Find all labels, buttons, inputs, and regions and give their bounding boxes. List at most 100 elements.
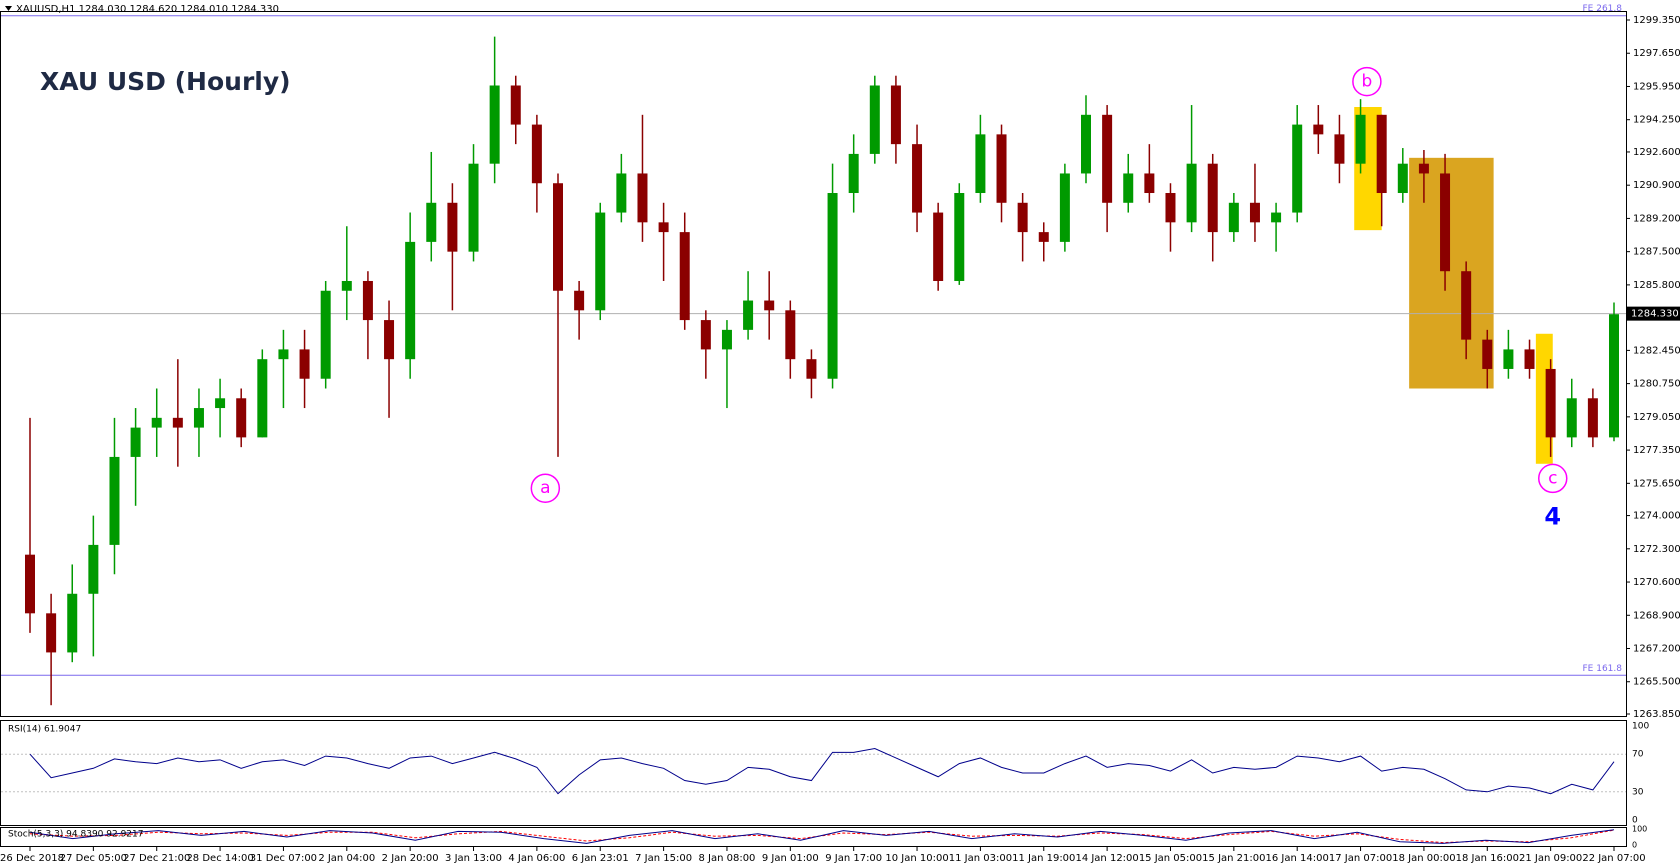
rsi-tick-label: 100	[1632, 722, 1649, 732]
candle-body	[1038, 232, 1049, 242]
x-tick-label: 18 Jan 16:00	[1456, 853, 1519, 864]
x-tick-label: 14 Jan 12:00	[1075, 853, 1138, 864]
x-tick-label: 15 Jan 21:00	[1202, 853, 1265, 864]
x-tick-label: 10 Jan 10:00	[885, 853, 948, 864]
candle-body	[426, 202, 437, 242]
stoch-main	[29, 829, 1615, 844]
y-tick-label: 1280.750	[1633, 379, 1680, 390]
candle-body	[1123, 173, 1134, 203]
candle-body	[933, 212, 944, 281]
candle-body	[257, 359, 268, 438]
candle-body	[1334, 134, 1345, 164]
y-tick-label: 1279.050	[1633, 412, 1680, 423]
candle-body	[721, 329, 732, 350]
x-tick-label: 27 Dec 05:00	[60, 853, 127, 864]
y-tick-label: 1294.250	[1633, 115, 1680, 126]
y-tick-label: 1267.200	[1633, 644, 1680, 655]
candle-body	[1102, 114, 1113, 203]
x-tick-label: 22 Jan 07:00	[1582, 853, 1645, 864]
candle-body	[595, 212, 606, 311]
y-tick-label: 1287.500	[1633, 247, 1680, 258]
candle-body	[405, 241, 416, 360]
candle-body	[1418, 163, 1429, 174]
candle-body	[299, 349, 310, 379]
rsi-line	[29, 748, 1615, 795]
candle-body	[489, 85, 500, 164]
annotation-circle	[1352, 66, 1382, 97]
candle-body	[1545, 368, 1556, 438]
candle-body	[1228, 202, 1239, 233]
candle-body	[46, 613, 57, 653]
main-panel	[0, 11, 1627, 717]
candle-body	[109, 456, 120, 545]
y-tick-label: 1292.600	[1633, 147, 1680, 158]
y-tick-label: 1282.450	[1633, 345, 1680, 356]
candle-body	[341, 280, 352, 291]
candle-body	[743, 300, 754, 330]
candle-body	[1207, 163, 1218, 233]
stoch-tick-label: 100	[1632, 825, 1647, 834]
annotation-circle	[530, 473, 561, 503]
candle-body	[215, 398, 226, 409]
candle-body	[88, 544, 99, 594]
rsi-tick-label: 70	[1632, 750, 1644, 760]
annotation-label: a	[540, 478, 550, 498]
x-tick-label: 11 Jan 19:00	[1012, 853, 1075, 864]
candle-body	[1059, 173, 1070, 242]
last-price-box	[1627, 306, 1680, 321]
candle-body	[1271, 212, 1282, 223]
candle-body	[637, 173, 648, 223]
candle-body	[1566, 398, 1577, 438]
y-tick-label: 1295.950	[1633, 81, 1680, 92]
candle-body	[25, 554, 35, 614]
x-tick-label: 9 Jan 17:00	[825, 853, 882, 864]
y-tick-label: 1270.600	[1633, 577, 1680, 588]
candle-body	[151, 417, 162, 428]
candle-body	[1081, 114, 1091, 174]
rsi-panel	[0, 720, 1627, 826]
x-tick-label: 2 Jan 20:00	[382, 853, 439, 864]
candle-body	[679, 232, 690, 321]
candle-body	[806, 359, 817, 379]
x-tick-label: 26 Dec 2018	[0, 853, 64, 864]
candle-body	[278, 349, 289, 360]
x-tick-label: 6 Jan 23:01	[572, 853, 629, 864]
rsi-tick-label: 0	[1632, 816, 1638, 826]
candle-body	[574, 290, 585, 311]
annotation-circle	[1538, 463, 1568, 494]
candle-body	[658, 222, 669, 233]
x-tick-label: 7 Jan 15:00	[635, 853, 692, 864]
last-price-label: 1284.330	[1631, 309, 1679, 320]
candle-body	[384, 320, 395, 360]
y-tick-label: 1285.800	[1633, 280, 1680, 291]
candle-body	[954, 193, 965, 281]
x-tick-label: 4 Jan 06:00	[508, 853, 565, 864]
candle-body	[975, 134, 986, 194]
candle-body	[827, 193, 838, 379]
stoch-panel	[0, 827, 1627, 847]
annotation-label: c	[1548, 468, 1557, 488]
candle-body	[1017, 202, 1028, 233]
candle-body	[1355, 114, 1366, 164]
candle-body	[1186, 163, 1197, 223]
annotation-label: b	[1361, 72, 1372, 92]
candle-body	[1292, 124, 1303, 213]
candle-body	[531, 124, 542, 184]
candle-body	[1376, 114, 1387, 194]
candle-body	[1313, 124, 1324, 135]
x-tick-label: 11 Jan 03:00	[949, 853, 1012, 864]
chart-title: XAU USD (Hourly)	[40, 67, 291, 96]
x-tick-label: 21 Jan 09:00	[1519, 853, 1582, 864]
candle-body	[510, 85, 521, 125]
level-label: FE 261.8	[1583, 4, 1623, 14]
candle-body	[1503, 349, 1514, 369]
candle-body	[447, 202, 458, 252]
y-tick-label: 1263.850	[1633, 709, 1680, 720]
y-tick-label: 1272.300	[1633, 544, 1680, 555]
candle-body	[130, 427, 141, 457]
candle-body	[785, 310, 796, 360]
candle-body	[764, 300, 775, 311]
candle-body	[616, 173, 627, 213]
x-tick-label: 27 Dec 21:00	[123, 853, 190, 864]
